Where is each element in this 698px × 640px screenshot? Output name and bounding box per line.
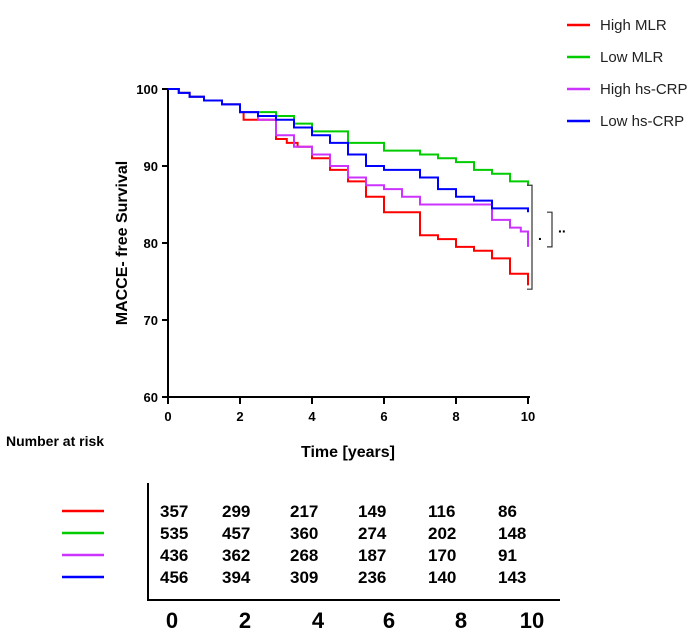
risk-time-label: 2 [239, 608, 251, 633]
significance-bracket [527, 184, 533, 290]
risk-value: 91 [498, 546, 517, 565]
significance-label: .. [558, 220, 566, 236]
risk-time-label: 10 [520, 608, 544, 633]
risk-value: 274 [358, 524, 387, 543]
x-tick-label: 6 [380, 409, 387, 424]
risk-value: 116 [428, 502, 455, 521]
risk-value: 362 [222, 546, 250, 565]
risk-value: 394 [222, 568, 251, 587]
risk-value: 457 [222, 524, 250, 543]
legend-label: High MLR [600, 17, 667, 34]
risk-value: 170 [428, 546, 456, 565]
series-lines [168, 88, 529, 286]
y-tick-label: 60 [144, 390, 158, 405]
x-axis-title: Time [years] [301, 444, 395, 461]
risk-value: 360 [290, 524, 318, 543]
significance-brackets: ... [527, 184, 566, 290]
x-tick-label: 2 [236, 409, 243, 424]
risk-value: 357 [160, 502, 188, 521]
risk-value: 309 [290, 568, 318, 587]
risk-value: 236 [358, 568, 386, 587]
y-ticks: 60 70 80 90 100 [136, 82, 168, 405]
risk-time-label: 6 [383, 608, 395, 633]
legend-label: Low hs-CRP [600, 113, 684, 130]
y-tick-label: 90 [144, 159, 158, 174]
legend: High MLR Low MLR High hs-CRP Low hs-CRP [567, 17, 688, 130]
risk-value: 299 [222, 502, 250, 521]
risk-value: 535 [160, 524, 188, 543]
x-tick-label: 4 [308, 409, 316, 424]
x-ticks: 0 2 4 6 8 10 [164, 397, 535, 424]
risk-value: 456 [160, 568, 188, 587]
risk-value: 202 [428, 524, 456, 543]
risk-value: 140 [428, 568, 456, 587]
significance-bracket [547, 211, 553, 248]
risk-value: 149 [358, 502, 386, 521]
series-line-low-hs-crp [168, 88, 529, 213]
legend-label: Low MLR [600, 49, 664, 66]
risk-value: 86 [498, 502, 517, 521]
x-tick-label: 8 [452, 409, 459, 424]
x-tick-label: 10 [521, 409, 535, 424]
risk-time-label: 0 [166, 608, 178, 633]
legend-label: High hs-CRP [600, 81, 688, 98]
risk-value: 143 [498, 568, 526, 587]
risk-time-label: 8 [455, 608, 467, 633]
y-tick-label: 70 [144, 313, 158, 328]
y-tick-label: 80 [144, 236, 158, 251]
y-axis-title: MACCE- free Survival [114, 161, 131, 326]
significance-label: . [538, 227, 542, 243]
series-line-high-mlr [168, 88, 529, 286]
x-tick-label: 0 [164, 409, 171, 424]
risk-value: 217 [290, 502, 318, 521]
risk-table-title: Number at risk [6, 433, 104, 449]
risk-value: 268 [290, 546, 318, 565]
y-tick-label: 100 [136, 82, 158, 97]
risk-value: 436 [160, 546, 188, 565]
risk-value: 148 [498, 524, 526, 543]
risk-value: 187 [358, 546, 386, 565]
risk-time-label: 4 [312, 608, 325, 633]
